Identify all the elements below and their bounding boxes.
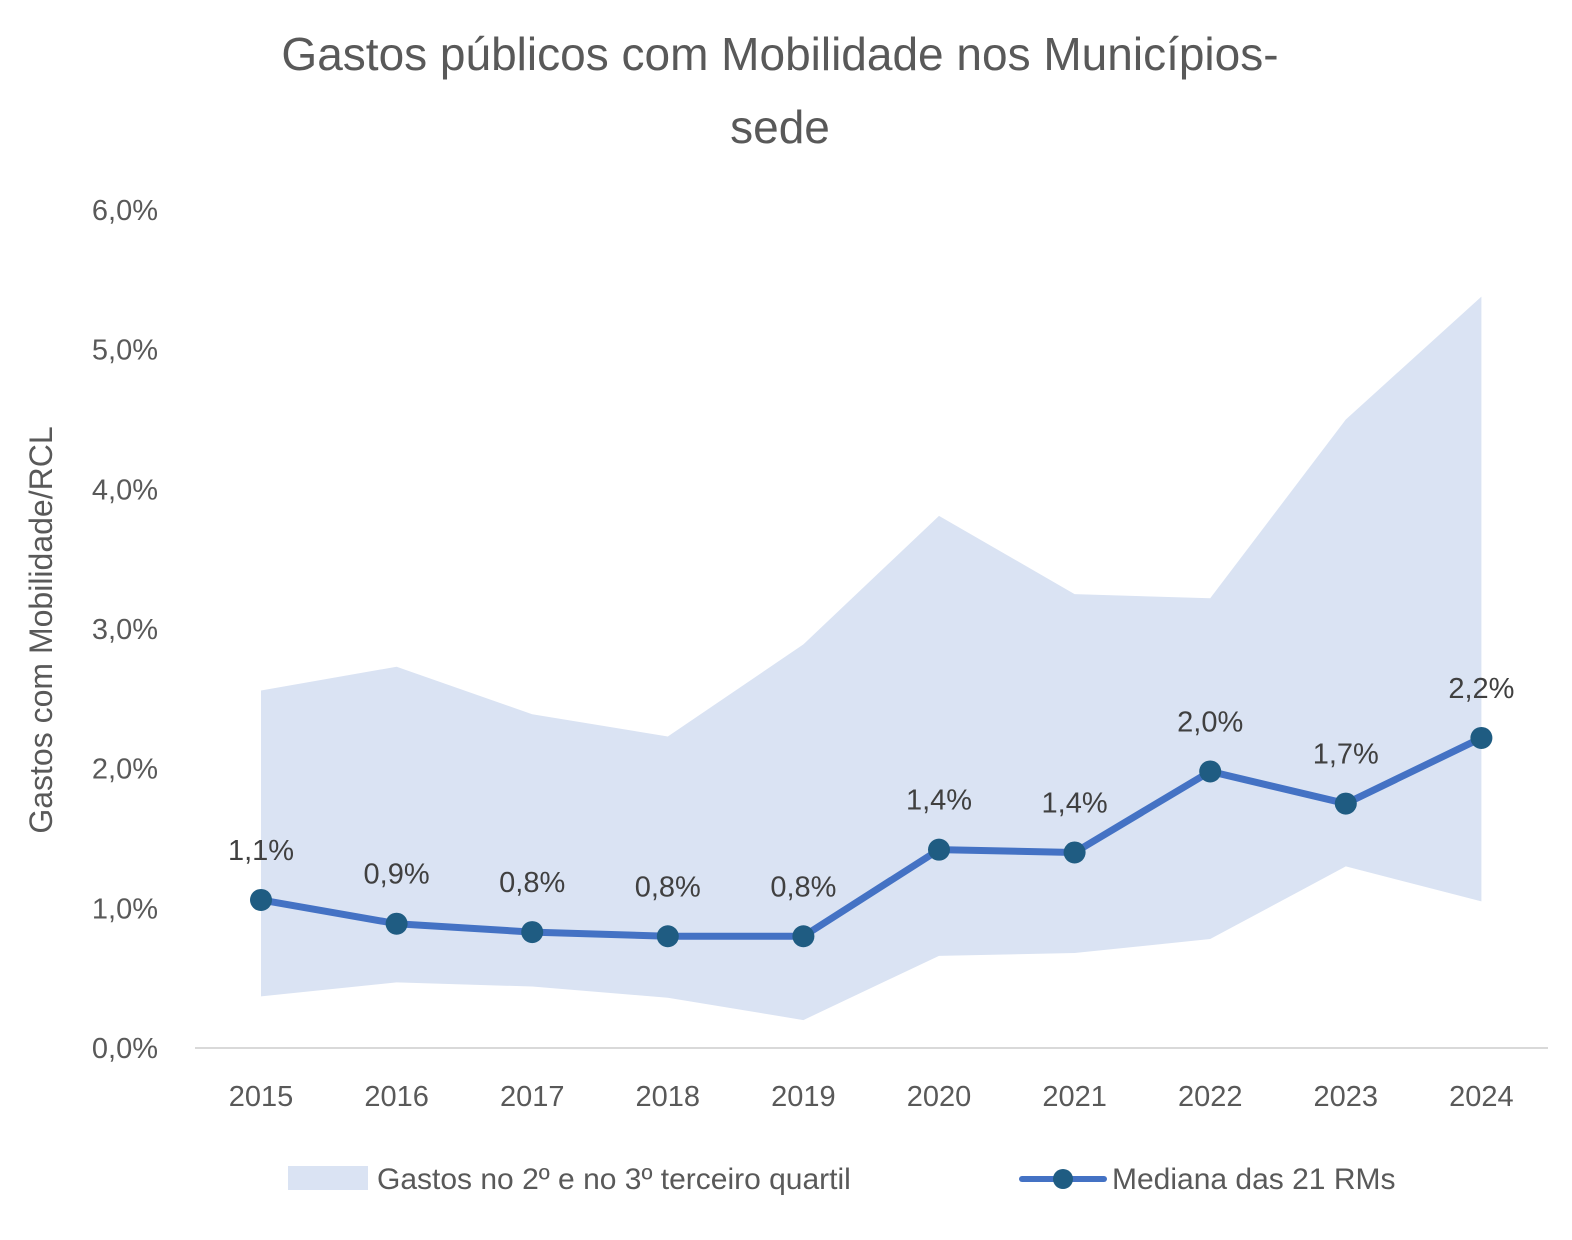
chart-title-line-2: sede <box>730 101 830 153</box>
median-data-label: 1,4% <box>1042 787 1108 819</box>
legend-band-label: Gastos no 2º e no 3º terceiro quartil <box>377 1163 851 1196</box>
x-tick-label: 2015 <box>229 1081 294 1113</box>
x-tick-label: 2020 <box>907 1081 972 1113</box>
median-data-label: 1,4% <box>906 785 972 817</box>
x-tick-label: 2022 <box>1178 1081 1243 1113</box>
median-markers-layer <box>250 726 1493 948</box>
median-line-layer <box>257 734 1485 940</box>
x-tick-label: 2016 <box>364 1081 429 1113</box>
median-data-label: 2,0% <box>1177 706 1243 738</box>
quartile-band-area <box>261 296 1482 1021</box>
x-tick-label: 2023 <box>1314 1081 1379 1113</box>
median-data-label: 1,7% <box>1313 739 1379 771</box>
median-point <box>656 925 679 948</box>
legend-line-marker <box>1053 1169 1073 1189</box>
median-data-label: 0,8% <box>635 871 701 903</box>
y-tick-label: 6,0% <box>92 195 158 227</box>
median-data-label: 0,9% <box>364 859 430 891</box>
median-data-label: 2,2% <box>1448 673 1514 705</box>
median-point <box>250 888 272 911</box>
median-data-label: 0,8% <box>770 871 836 903</box>
median-point <box>385 912 408 935</box>
median-point <box>1199 760 1222 783</box>
median-line <box>257 734 1485 940</box>
x-tick-label: 2017 <box>500 1081 565 1113</box>
y-axis-ticks: 0,0% 1,0% 2,0% 3,0% 4,0% 5,0% 6,0% <box>92 195 158 1065</box>
chart-title-line-1: Gastos públicos com Mobilidade nos Munic… <box>281 28 1278 80</box>
y-axis-label: Gastos com Mobilidade/RCL <box>23 426 59 833</box>
legend: Gastos no 2º e no 3º terceiro quartil Me… <box>288 1163 1395 1196</box>
x-tick-label: 2019 <box>771 1081 836 1113</box>
y-tick-label: 0,0% <box>92 1033 158 1065</box>
x-tick-label: 2018 <box>636 1081 701 1113</box>
y-tick-label: 3,0% <box>92 614 158 646</box>
legend-line-label: Mediana das 21 RMs <box>1112 1163 1395 1196</box>
y-tick-label: 5,0% <box>92 335 158 367</box>
legend-band-swatch <box>288 1166 368 1190</box>
median-point <box>1470 726 1493 749</box>
y-tick-label: 1,0% <box>92 893 158 925</box>
quartile-band-layer <box>261 296 1482 1021</box>
median-point <box>1334 792 1357 815</box>
median-data-label: 1,1% <box>228 835 294 867</box>
x-tick-label: 2024 <box>1449 1081 1514 1113</box>
median-point <box>792 925 815 948</box>
y-tick-label: 2,0% <box>92 754 158 786</box>
y-tick-label: 4,0% <box>92 474 158 506</box>
median-point <box>1063 841 1086 864</box>
x-axis-ticks: 2015 2016 2017 2018 2019 2020 2021 2022 2023 2024 <box>229 1081 1514 1113</box>
x-tick-label: 2021 <box>1042 1081 1107 1113</box>
data-labels-layer: 1,1% 0,9% 0,8% 0,8% 0,8% 1,4% 1,4% 2,0% 1,7% 2,2% <box>228 673 1515 903</box>
median-data-label: 0,8% <box>499 867 565 899</box>
median-point <box>928 838 950 861</box>
median-point <box>521 921 544 944</box>
